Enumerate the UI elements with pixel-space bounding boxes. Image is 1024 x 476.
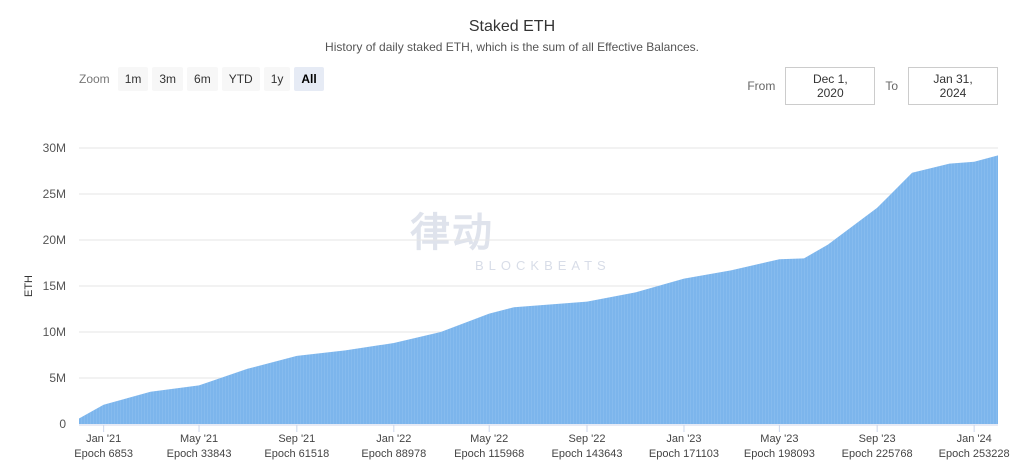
to-date-input[interactable]: Jan 31, 2024 (908, 67, 998, 105)
zoom-3m-button[interactable]: 3m (152, 67, 184, 91)
x-tick-epoch: Epoch 225768 (842, 448, 913, 460)
y-tick-label: 15M (43, 279, 66, 293)
x-tick-epoch: Epoch 198093 (744, 448, 815, 460)
x-tick-epoch: Epoch 253228 (939, 448, 1010, 460)
staked-eth-area (79, 155, 998, 424)
x-tick-label: Jan '21 (86, 433, 121, 445)
from-label: From (747, 79, 776, 93)
zoom-1m-button[interactable]: 1m (117, 67, 149, 91)
x-tick-label: Jan '23 (666, 433, 701, 445)
x-tick-label: May '23 (760, 433, 798, 445)
from-date-input[interactable]: Dec 1, 2020 (785, 67, 876, 105)
date-range: From Dec 1, 2020 To Jan 31, 2024 (747, 67, 998, 105)
zoom-ytd-button[interactable]: YTD (221, 67, 260, 91)
y-tick-label: 20M (43, 233, 66, 247)
x-tick-label: May '21 (180, 433, 218, 445)
x-tick-epoch: Epoch 115968 (454, 448, 524, 460)
y-axis-label: ETH (23, 275, 35, 297)
zoom-selector: Zoom 1m 3m 6m YTD 1y All (79, 67, 324, 91)
y-tick-label: 0 (59, 417, 66, 431)
chart-title: Staked ETH (468, 18, 556, 35)
x-tick-epoch: Epoch 33843 (167, 448, 232, 460)
x-tick-label: Sep '21 (278, 433, 315, 445)
zoom-all-button[interactable]: All (294, 67, 324, 91)
y-tick-label: 30M (43, 141, 66, 155)
x-tick-label: Jan '22 (376, 433, 411, 445)
x-tick-epoch: Epoch 6853 (74, 448, 133, 460)
x-tick-epoch: Epoch 171103 (649, 448, 719, 460)
to-label: To (885, 79, 898, 93)
watermark-logo: 律动 (410, 211, 494, 255)
y-tick-label: 25M (43, 187, 66, 201)
x-tick-epoch: Epoch 143643 (552, 448, 623, 460)
x-tick-label: Jan '24 (957, 433, 992, 445)
x-tick-epoch: Epoch 88978 (361, 448, 426, 460)
chart-subtitle: History of daily staked ETH, which is th… (325, 40, 699, 54)
x-tick-label: May '22 (470, 433, 508, 445)
y-tick-label: 5M (49, 371, 66, 385)
x-tick-epoch: Epoch 61518 (264, 448, 329, 460)
watermark-sub: BLOCKBEATS (475, 258, 611, 273)
y-tick-label: 10M (43, 325, 66, 339)
zoom-6m-button[interactable]: 6m (187, 67, 218, 91)
zoom-1y-button[interactable]: 1y (263, 67, 291, 91)
x-tick-label: Sep '23 (859, 433, 896, 445)
zoom-label: Zoom (79, 72, 110, 86)
x-tick-label: Sep '22 (569, 433, 606, 445)
